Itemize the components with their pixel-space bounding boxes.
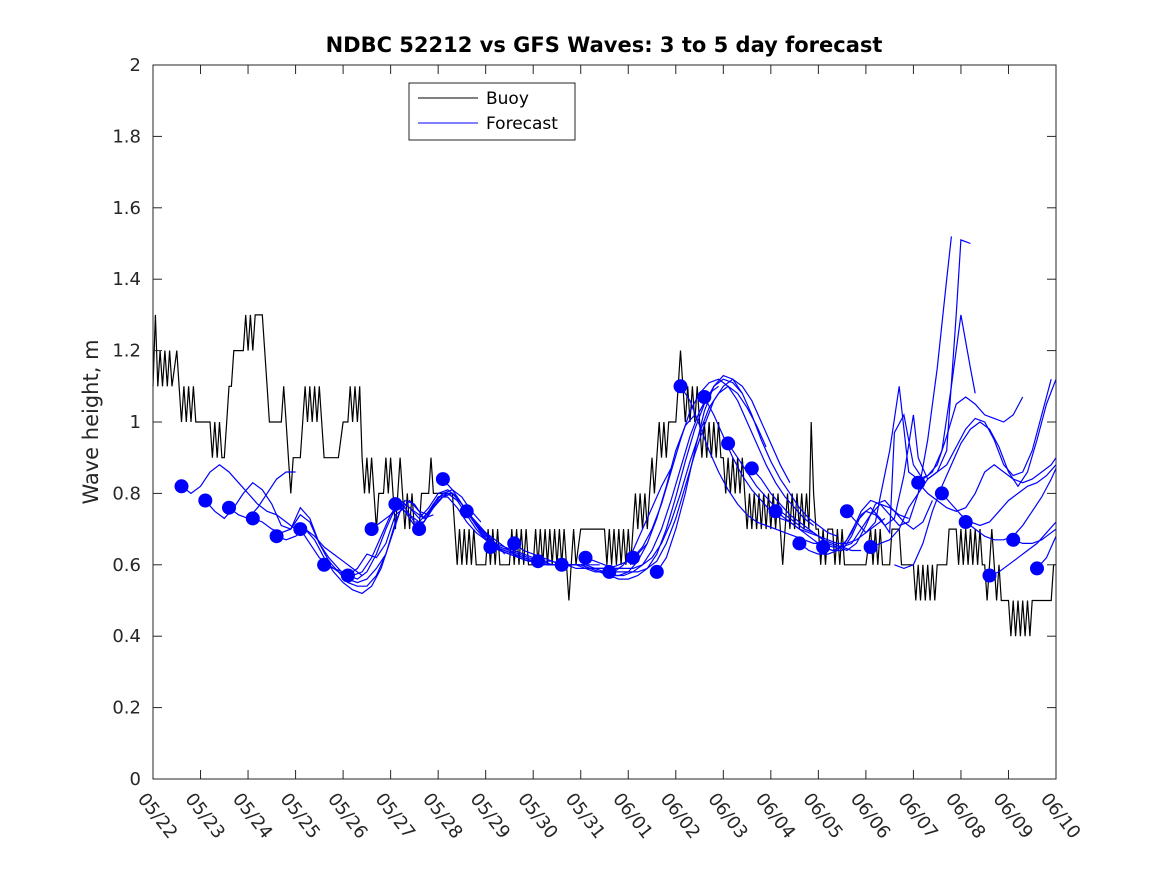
forecast-marker — [317, 557, 332, 572]
x-tick-label: 06/06 — [846, 789, 894, 843]
forecast-marker — [174, 479, 189, 494]
forecast-marker — [626, 550, 640, 565]
x-tick-label: 06/03 — [703, 789, 751, 843]
forecast-marker — [816, 540, 831, 554]
forecast-line — [609, 378, 791, 573]
forecast-line — [181, 464, 363, 576]
forecast-marker — [293, 522, 308, 537]
forecast-marker — [507, 536, 522, 551]
y-axis: 0 0.2 0.4 0.6 0.8 1 1.2 1.4 1.6 1.8 2 — [112, 55, 1056, 790]
forecast-line — [846, 386, 1024, 534]
forecast-marker — [673, 379, 688, 394]
forecast-marker — [768, 504, 783, 519]
y-tick-label: 0.2 — [112, 698, 141, 719]
forecast-line — [941, 464, 1057, 527]
x-tick-label: 05/31 — [561, 789, 609, 843]
x-tick-label: 06/07 — [893, 789, 941, 843]
forecast-line — [1012, 528, 1057, 545]
forecast-marker — [649, 564, 664, 579]
legend-label-buoy: Buoy — [486, 89, 529, 109]
forecast-line — [656, 374, 838, 573]
forecast-marker — [839, 504, 854, 519]
x-tick-label: 05/22 — [133, 789, 181, 843]
y-tick-label: 1.8 — [112, 126, 141, 147]
x-tick-label: 06/02 — [656, 789, 704, 843]
x-tick-label: 05/28 — [418, 789, 466, 843]
forecast-marker — [792, 536, 807, 551]
forecast-marker — [435, 472, 450, 487]
forecast-line — [822, 314, 976, 552]
forecast-marker — [222, 500, 236, 515]
y-tick-label: 0.8 — [112, 483, 141, 504]
x-tick-label: 05/23 — [181, 789, 229, 843]
forecast-line — [490, 468, 672, 573]
y-tick-label: 0.4 — [112, 626, 141, 647]
x-tick-label: 05/29 — [466, 789, 514, 843]
forecast-line — [917, 457, 1057, 512]
forecast-line — [680, 385, 862, 552]
x-tick-label: 06/05 — [798, 789, 846, 843]
plot-area — [152, 64, 1057, 780]
forecast-marker — [1006, 532, 1021, 547]
chart-title: NDBC 52212 vs GFS Waves: 3 to 5 day fore… — [326, 33, 883, 57]
forecast-marker — [483, 540, 498, 554]
forecast-line — [585, 385, 767, 570]
forecast-marker — [531, 554, 545, 569]
forecast-marker — [578, 550, 593, 565]
legend: Buoy Forecast — [408, 82, 576, 141]
forecast-marker — [198, 493, 213, 508]
y-tick-label: 0.6 — [112, 555, 141, 576]
forecast-marker — [364, 522, 379, 537]
x-tick-label: 05/24 — [228, 789, 276, 843]
forecast-line — [347, 492, 529, 576]
y-tick-label: 2 — [130, 55, 141, 76]
x-tick-label: 05/25 — [276, 789, 324, 843]
forecast-marker — [554, 557, 569, 572]
forecast-line — [751, 468, 933, 552]
forecast-marker — [340, 568, 355, 583]
y-tick-label: 1 — [130, 412, 141, 433]
forecast-marker — [269, 529, 284, 544]
x-tick-label: 05/27 — [371, 789, 419, 843]
forecast-line — [775, 236, 952, 552]
x-tick-label: 05/30 — [513, 789, 561, 843]
forecast-marker — [863, 540, 878, 554]
y-tick-label: 1.2 — [112, 341, 141, 362]
forecast-marker — [412, 522, 427, 537]
y-tick-label: 1.4 — [112, 269, 141, 290]
forecast-marker — [982, 568, 997, 583]
x-tick-label: 06/08 — [941, 789, 989, 843]
forecast-markers — [174, 379, 1044, 583]
forecast-marker — [934, 486, 949, 501]
forecast-line — [894, 378, 1057, 570]
legend-box — [408, 82, 576, 141]
forecast-marker — [721, 436, 736, 451]
forecast-line — [632, 378, 814, 559]
forecast-marker — [245, 511, 260, 526]
forecast-marker — [602, 564, 617, 579]
y-tick-label: 1.6 — [112, 198, 141, 219]
legend-label-forecast: Forecast — [486, 114, 558, 134]
x-tick-label: 06/10 — [1036, 789, 1084, 843]
forecast-line — [870, 379, 1052, 548]
forecast-marker — [459, 504, 474, 519]
x-tick-label: 06/09 — [989, 789, 1037, 843]
x-tick-label: 06/04 — [751, 789, 799, 843]
y-tick-label: 0 — [130, 769, 141, 790]
forecast-marker — [1030, 561, 1044, 576]
forecast-marker — [911, 475, 926, 490]
x-tick-label: 06/01 — [608, 789, 656, 843]
forecast-marker — [697, 390, 712, 404]
forecast-line — [989, 521, 1057, 577]
y-axis-label: Wave height, m — [79, 339, 103, 504]
forecast-marker — [388, 497, 403, 512]
forecast-marker — [958, 515, 973, 529]
forecast-line — [228, 471, 296, 520]
forecast-marker — [744, 461, 759, 476]
x-tick-label: 05/26 — [323, 789, 371, 843]
plot-frame — [153, 65, 1056, 779]
